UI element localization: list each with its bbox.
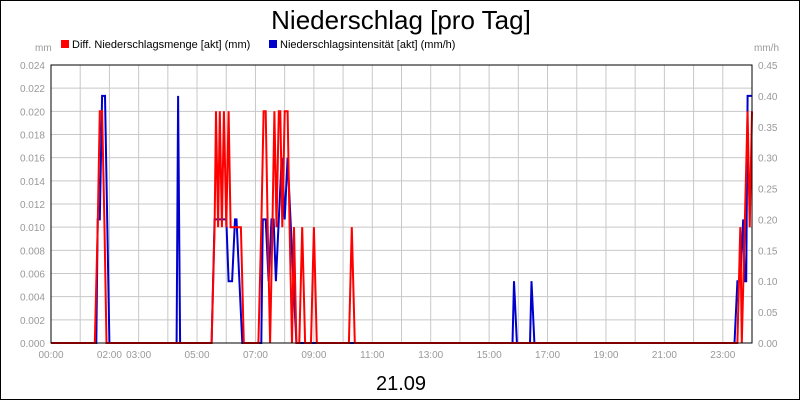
legend: Diff. Niederschlagsmenge [akt] (mm) Niede… bbox=[61, 39, 455, 51]
left-axis-ticks: 0.000 0.002 0.004 0.006 0.008 0.010 0.012 0.014… bbox=[20, 61, 45, 350]
left-tick-label: 0.024 bbox=[20, 61, 45, 72]
x-tick-label: 23:00 bbox=[710, 350, 735, 361]
legend-item: Niederschlagsintensität [akt] (mm/h) bbox=[269, 39, 455, 51]
x-tick-label: 00:00 bbox=[38, 350, 63, 361]
x-tick-label: 21:00 bbox=[652, 350, 677, 361]
left-tick-label: 0.010 bbox=[20, 223, 45, 234]
left-tick-label: 0.004 bbox=[20, 293, 45, 304]
left-tick-label: 0.014 bbox=[20, 177, 45, 188]
right-tick-label: 0.15 bbox=[758, 246, 778, 257]
legend-swatch bbox=[269, 40, 277, 48]
x-tick-label: 03:00 bbox=[126, 350, 151, 361]
right-tick-label: 0.30 bbox=[758, 154, 778, 165]
left-tick-label: 0.002 bbox=[20, 316, 45, 327]
left-tick-label: 0.016 bbox=[20, 154, 45, 165]
legend-swatch bbox=[61, 40, 69, 48]
left-tick-label: 0.018 bbox=[20, 131, 45, 142]
legend-label: Diff. Niederschlagsmenge [akt] (mm) bbox=[72, 39, 250, 51]
right-tick-label: 0.05 bbox=[758, 308, 778, 319]
left-tick-label: 0.006 bbox=[20, 270, 45, 281]
right-tick-label: 0.40 bbox=[758, 92, 778, 103]
x-tick-label: 02:00 bbox=[97, 350, 122, 361]
right-tick-label: 0.00 bbox=[758, 339, 778, 350]
x-axis-ticks: 00:00 02:00 03:00 05:00 07:00 09:00 11:00 13:00… bbox=[38, 350, 735, 361]
right-axis-ticks: 0.00 0.05 0.10 0.15 0.20 0.25 0.30 0.35 0.40 0.45 bbox=[758, 61, 778, 350]
x-tick-label: 13:00 bbox=[418, 350, 443, 361]
legend-item: Diff. Niederschlagsmenge [akt] (mm) bbox=[61, 39, 250, 51]
x-tick-label: 07:00 bbox=[243, 350, 268, 361]
x-tick-label: 11:00 bbox=[360, 350, 385, 361]
right-axis-unit: mm/h bbox=[754, 43, 779, 54]
left-tick-label: 0.022 bbox=[20, 84, 45, 95]
x-tick-label: 19:00 bbox=[593, 350, 618, 361]
x-tick-label: 15:00 bbox=[477, 350, 502, 361]
left-tick-label: 0.000 bbox=[20, 339, 45, 350]
date-label: 21.09 bbox=[376, 373, 426, 395]
right-tick-label: 0.35 bbox=[758, 123, 778, 134]
x-tick-label: 09:00 bbox=[301, 350, 326, 361]
left-tick-label: 0.020 bbox=[20, 107, 45, 118]
left-axis-unit: mm bbox=[35, 43, 52, 54]
x-tick-label: 17:00 bbox=[535, 350, 560, 361]
right-tick-label: 0.45 bbox=[758, 61, 778, 72]
legend-label: Niederschlagsintensität [akt] (mm/h) bbox=[280, 39, 455, 51]
left-tick-label: 0.008 bbox=[20, 246, 45, 257]
right-tick-label: 0.20 bbox=[758, 215, 778, 226]
plot-area-border bbox=[50, 64, 753, 344]
right-tick-label: 0.25 bbox=[758, 185, 778, 196]
chart-title: Niederschlag [pro Tag] bbox=[271, 5, 531, 35]
left-tick-label: 0.012 bbox=[20, 200, 45, 211]
x-tick-label: 05:00 bbox=[185, 350, 210, 361]
grid-lines bbox=[50, 64, 753, 344]
right-tick-label: 0.10 bbox=[758, 277, 778, 288]
